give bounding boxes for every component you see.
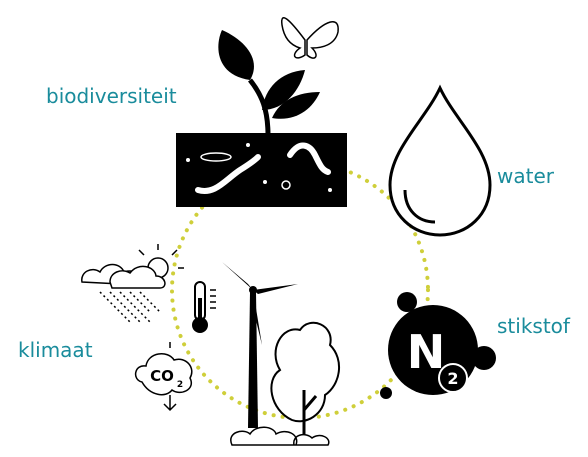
soil-icon [176, 133, 347, 207]
co2-text: CO [150, 367, 174, 385]
co2-subscript: 2 [177, 380, 183, 390]
n2-subscript: 2 [447, 369, 458, 388]
label-biodiversity: biodiversiteit [46, 84, 177, 108]
ground-clouds [231, 427, 329, 445]
label-climate: klimaat [18, 338, 93, 362]
label-nitrogen: stikstof [497, 314, 571, 338]
co2-icon: CO 2 [136, 342, 192, 410]
diagram: biodiversiteit water stikstof klimaat N … [0, 0, 588, 457]
water-drop-icon [390, 88, 490, 235]
n2-text: N [407, 325, 446, 379]
weather-icon [82, 244, 184, 322]
butterfly-icon [282, 18, 338, 58]
thermometer-icon [192, 282, 216, 333]
label-water: water [497, 164, 555, 188]
n2-icon: N 2 [380, 292, 496, 399]
